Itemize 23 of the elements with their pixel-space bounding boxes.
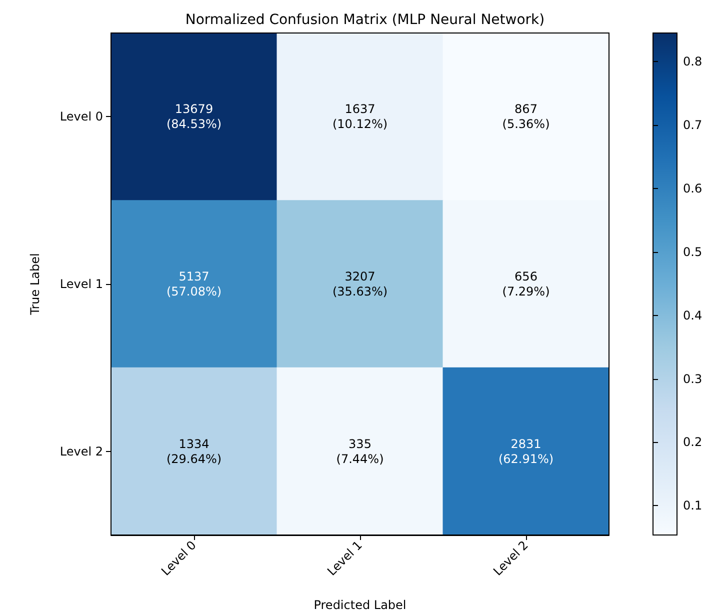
y-axis-title: True Label: [28, 253, 42, 316]
data-label: 2831 (62.91%): [498, 436, 554, 466]
color-bar-label: 0.6: [683, 182, 702, 196]
x-axis-title: Predicted Label: [314, 598, 406, 612]
data-label: 1637 (10.12%): [332, 102, 388, 132]
color-bar-label: 0.8: [683, 54, 702, 69]
chart-title: Normalized Confusion Matrix (MLP Neural Network): [185, 12, 545, 28]
data-label: 335 (7.44%): [336, 436, 384, 466]
color-bar-label: 0.3: [683, 372, 702, 386]
data-label: 867 (5.36%): [502, 102, 550, 132]
data-label: 3207 (35.63%): [332, 270, 388, 298]
y-tick-label: Level 2: [60, 444, 103, 458]
color-bar-label: 0.1: [683, 498, 702, 513]
color-bar-label: 0.5: [683, 244, 702, 259]
y-tick-label: Level 1: [60, 277, 103, 291]
color-bar-label: 0.4: [683, 308, 702, 322]
color-bar-label: 0.2: [683, 435, 702, 450]
data-label: 656 (7.29%): [502, 270, 550, 298]
data-label: 13679 (84.53%): [166, 102, 222, 132]
color-bar-label: 0.7: [683, 118, 702, 132]
data-label: 5137 (57.08%): [166, 270, 222, 298]
y-tick-label: Level 0: [60, 110, 103, 124]
data-label: 1334 (29.64%): [166, 436, 222, 466]
